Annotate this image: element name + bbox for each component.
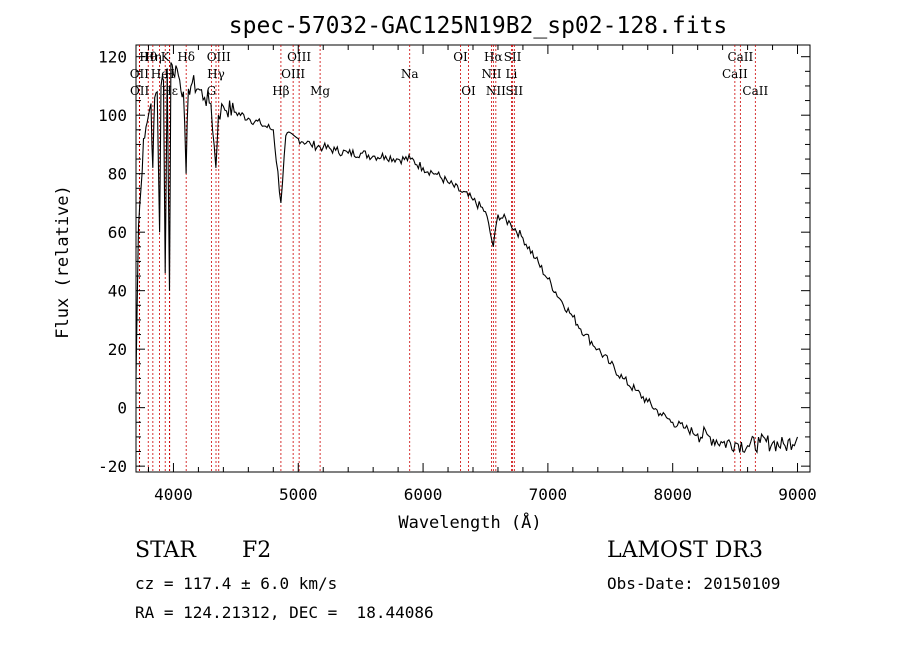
line-marker-label: CaII: [722, 67, 748, 81]
line-marker-label: Hα: [484, 50, 503, 64]
x-tick-label: 5000: [279, 485, 318, 504]
y-axis-label: Flux (relative): [53, 185, 73, 339]
redshift-cz: cz = 117.4 ± 6.0 km/s: [135, 574, 338, 593]
flux-series-line: [135, 62, 799, 454]
line-marker-label: CaII: [742, 84, 768, 98]
survey-name: LAMOST DR3: [607, 538, 763, 563]
y-tick-label: 120: [98, 48, 127, 67]
line-marker-label: Li: [506, 67, 518, 81]
coordinates: RA = 124.21312, DEC = 18.44086: [135, 603, 434, 622]
y-tick-label: -20: [98, 457, 127, 476]
x-tick-label: 8000: [653, 485, 692, 504]
x-tick-label: 9000: [778, 485, 817, 504]
line-marker-label: OIII: [207, 50, 231, 64]
line-marker-label: CaII: [727, 50, 753, 64]
x-axis-ticks: 4000 5000 6000 7000 8000 9000: [147, 45, 817, 504]
y-axis-ticks: -20 0 20 40 60 80 100 120: [98, 48, 810, 476]
object-type: STAR: [135, 538, 196, 563]
line-marker-label: SII: [505, 84, 523, 98]
line-marker-label: SII: [504, 50, 522, 64]
line-marker-label: Hθ: [139, 50, 157, 64]
y-tick-label: 60: [108, 223, 127, 242]
line-marker-labels: Hθ OII OII Hη He KH Hε Hδ OIII Hγ G Hβ OIII OIII Mg Na O…: [130, 50, 769, 98]
line-marker-label: OI: [461, 84, 476, 98]
obs-date: Obs-Date: 20150109: [607, 574, 781, 593]
line-marker-label: G: [207, 84, 217, 98]
line-markers: [138, 45, 756, 472]
line-marker-label: OII: [130, 67, 150, 81]
line-marker-label: OIII: [281, 67, 305, 81]
plot-frame: [135, 44, 811, 473]
line-marker-label: OIII: [287, 50, 311, 64]
line-marker-label: Hδ: [177, 50, 195, 64]
x-tick-label: 7000: [529, 485, 568, 504]
spectral-subclass: F2: [242, 538, 272, 563]
chart-title: spec-57032-GAC125N19B2_sp02-128.fits: [229, 13, 728, 39]
line-marker-label: Hβ: [272, 84, 289, 98]
line-marker-label: Hε: [161, 84, 178, 98]
y-tick-label: 100: [98, 106, 127, 125]
line-marker-label: K: [161, 50, 171, 64]
line-marker-label: NII: [486, 84, 506, 98]
y-tick-label: 40: [108, 282, 127, 301]
line-marker-label: NII: [481, 67, 501, 81]
x-tick-label: 4000: [154, 485, 193, 504]
x-tick-label: 6000: [404, 485, 443, 504]
line-marker-label: Na: [401, 67, 419, 81]
line-marker-label: He: [151, 67, 169, 81]
line-marker-label: Hγ: [207, 67, 225, 81]
line-marker-label: OII: [130, 84, 150, 98]
line-marker-label: H: [164, 67, 174, 81]
y-tick-label: 80: [108, 165, 127, 184]
line-marker-label: Hη: [144, 50, 162, 64]
line-marker-label: Mg: [310, 84, 330, 98]
y-tick-label: 20: [108, 340, 127, 359]
y-tick-label: 0: [117, 399, 127, 418]
x-axis-label: Wavelength (Å): [398, 511, 541, 533]
line-marker-label: OI: [453, 50, 468, 64]
